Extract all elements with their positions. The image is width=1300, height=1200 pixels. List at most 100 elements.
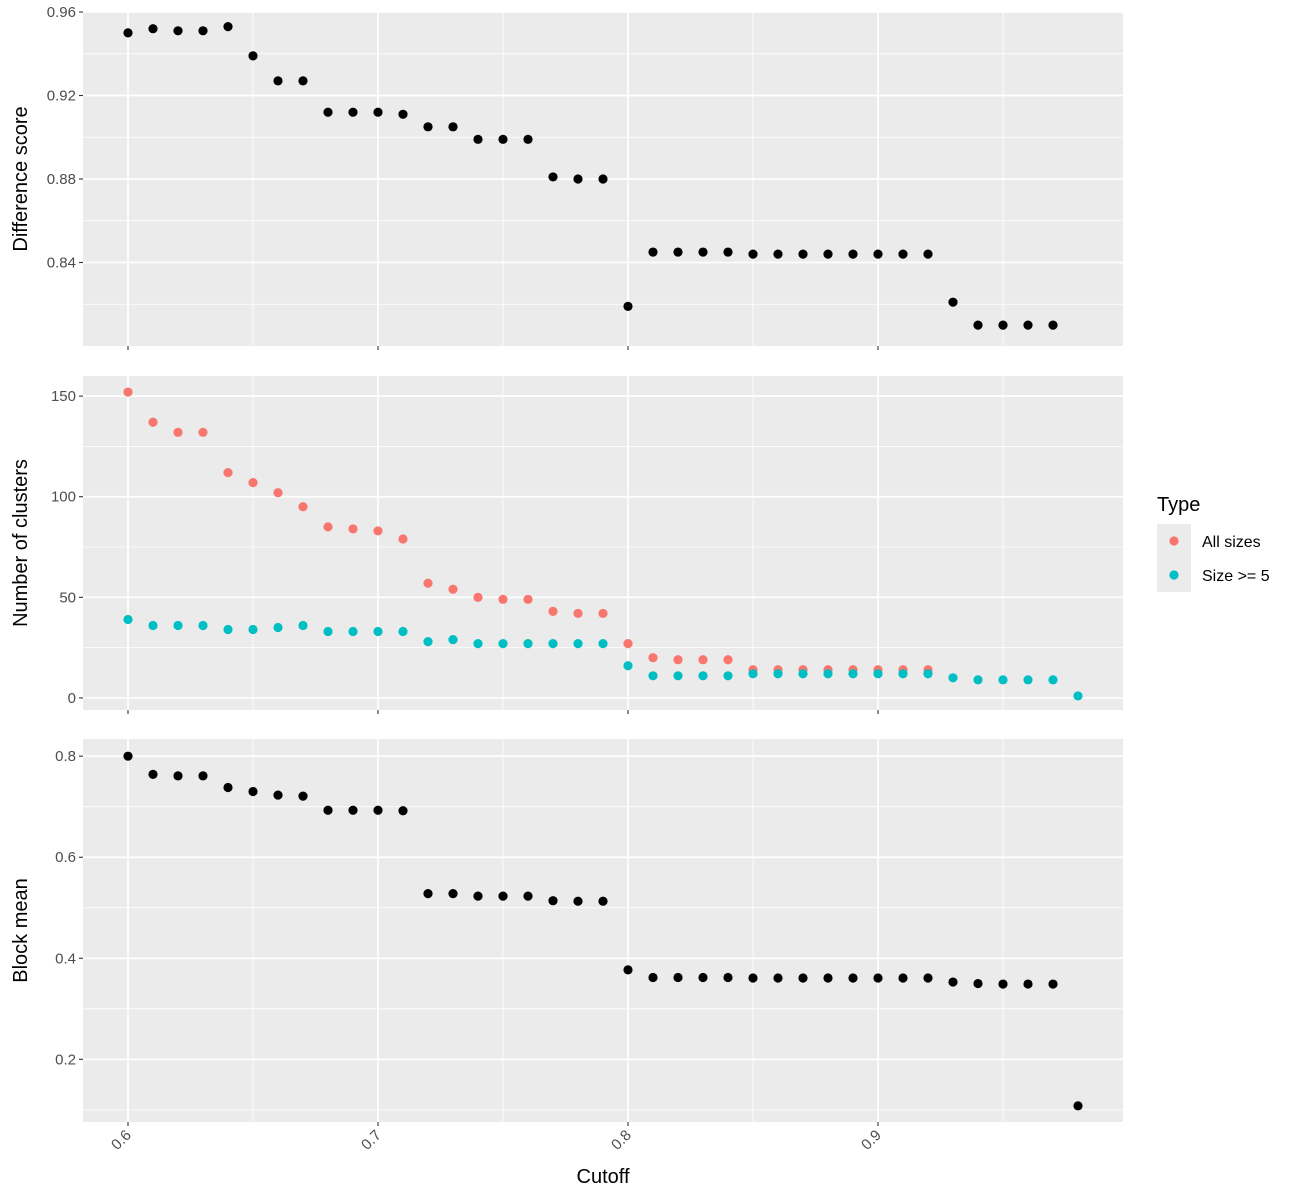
y-tick-label: 0 (68, 690, 76, 707)
data-point (573, 639, 583, 649)
data-point (1048, 979, 1058, 989)
data-point (623, 301, 633, 311)
data-point (198, 26, 208, 36)
data-point (623, 661, 633, 671)
data-point (598, 639, 608, 649)
data-point (648, 671, 658, 681)
data-point (223, 624, 233, 635)
data-point (473, 592, 483, 602)
legend: Type All sizes Size >= 5 (1157, 494, 1270, 592)
data-point (648, 247, 658, 257)
data-point (948, 673, 958, 683)
data-point (598, 608, 608, 619)
data-point (1073, 691, 1083, 701)
data-point (248, 624, 258, 635)
data-point (1023, 320, 1033, 330)
panels-layer: 0.96 0.92 0.88 0.84 Difference score 150 100 50… (10, 4, 1123, 1154)
data-point (873, 249, 883, 259)
data-point (898, 249, 908, 259)
data-point (748, 669, 758, 679)
data-point (798, 249, 808, 259)
data-point (148, 417, 158, 427)
series-points (123, 22, 1058, 330)
data-point (598, 174, 608, 184)
data-point (173, 427, 183, 437)
data-point (298, 76, 308, 86)
data-point (373, 626, 383, 637)
data-point (198, 620, 208, 631)
data-point (998, 979, 1008, 989)
data-point (498, 594, 508, 604)
data-point (148, 769, 158, 779)
data-point (1073, 1101, 1083, 1111)
data-point (948, 297, 958, 307)
data-point (673, 972, 683, 983)
y-tick-label: 100 (51, 489, 76, 506)
data-point (248, 478, 258, 488)
series-points (123, 751, 1083, 1111)
data-point (273, 488, 283, 498)
data-point (648, 653, 658, 663)
data-point (398, 109, 408, 119)
data-point (298, 791, 308, 801)
y-tick-label: 0.84 (47, 255, 76, 272)
data-point (373, 805, 383, 815)
data-point (698, 655, 708, 665)
data-point (523, 891, 533, 901)
data-point (798, 973, 808, 983)
data-point (123, 751, 133, 761)
data-point (823, 249, 833, 259)
y-tick-label: 0.6 (55, 849, 76, 866)
data-point (948, 977, 958, 987)
data-point (998, 675, 1008, 685)
panel-background (83, 376, 1123, 710)
data-point (273, 790, 283, 800)
data-point (548, 896, 558, 906)
data-point (173, 620, 183, 631)
data-point (698, 671, 708, 681)
data-point (323, 107, 333, 117)
data-point (123, 387, 133, 397)
data-point (148, 24, 158, 34)
data-point (823, 669, 833, 679)
data-point (923, 249, 933, 259)
data-point (423, 889, 433, 899)
panel-1: 0.96 0.92 0.88 0.84 Difference score (10, 4, 1123, 350)
data-point (723, 671, 733, 681)
x-tick-label: 0.6 (108, 1127, 135, 1154)
y-axis-title: Difference score (10, 106, 32, 251)
data-point (423, 122, 433, 132)
series-all-sizes (123, 387, 933, 675)
data-point (648, 972, 658, 983)
data-point (998, 320, 1008, 330)
y-axis-title: Block mean (10, 878, 32, 983)
data-point (673, 671, 683, 681)
data-point (398, 806, 408, 816)
x-tick-label: 0.8 (608, 1127, 635, 1154)
data-point (573, 896, 583, 906)
x-tick-label: 0.9 (858, 1127, 885, 1154)
y-tick-label: 0.92 (47, 88, 76, 105)
data-point (473, 891, 483, 901)
data-point (498, 639, 508, 649)
data-point (173, 26, 183, 36)
data-point (123, 614, 133, 625)
data-point (273, 622, 283, 633)
data-point (548, 606, 558, 617)
data-point (148, 620, 158, 631)
data-point (898, 973, 908, 983)
x-tick-label: 0.7 (358, 1127, 385, 1154)
data-point (923, 669, 933, 679)
data-point (323, 522, 333, 532)
data-point (848, 249, 858, 259)
data-point (773, 973, 783, 983)
data-point (1023, 675, 1033, 685)
data-point (848, 973, 858, 983)
data-point (898, 669, 908, 679)
data-point (323, 626, 333, 637)
data-point (1048, 320, 1058, 330)
data-point (373, 526, 383, 536)
data-point (448, 584, 458, 594)
data-point (973, 320, 983, 330)
